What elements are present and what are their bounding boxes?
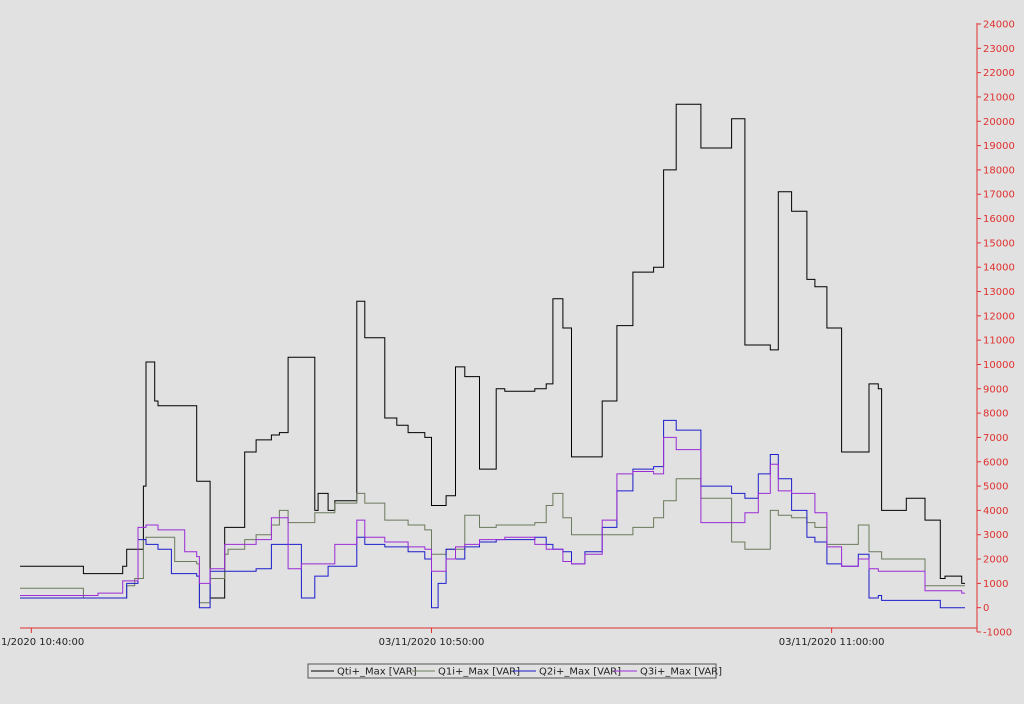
- legend-label: Q1i+_Max [VAR]: [438, 667, 520, 678]
- y-tick-label: 1000: [983, 579, 1008, 590]
- y-ticks: -1000 0 1000 2000 3000 4000 5000 6000 7000 8000 90…: [977, 20, 1015, 639]
- y-tick-label: 6000: [983, 457, 1008, 468]
- y-tick-label: 19000: [983, 141, 1015, 152]
- y-tick-label: 14000: [983, 263, 1015, 274]
- legend: Qti+_Max [VAR] Q1i+_Max [VAR] Q2i+_Max [VA…: [307, 663, 722, 679]
- y-tick-label: 3000: [983, 530, 1008, 541]
- y-tick-label: 24000: [983, 20, 1015, 31]
- y-tick-label: 12000: [983, 311, 1015, 322]
- y-tick-label: 11000: [983, 336, 1015, 347]
- y-tick-label: 13000: [983, 287, 1015, 298]
- y-tick-label: 10000: [983, 360, 1015, 371]
- series-line-2: [20, 478, 965, 604]
- series-lines: [20, 103, 965, 609]
- legend-label: Q3i+_Max [VAR]: [640, 667, 722, 678]
- y-tick-label: 18000: [983, 165, 1015, 176]
- y-tick-label: 15000: [983, 238, 1015, 249]
- x-ticks: 03/11/2020 10:40:00 03/11/2020 10:50:00 03…: [0, 628, 885, 648]
- y-tick-label: 7000: [983, 433, 1008, 444]
- x-tick-label: 03/11/2020 11:00:00: [779, 637, 885, 648]
- legend-label: Qti+_Max [VAR]: [337, 667, 417, 678]
- y-tick-label: 21000: [983, 92, 1015, 103]
- y-tick-label: 2000: [983, 555, 1008, 566]
- series-line-4: [20, 436, 965, 596]
- series-line-1: [20, 103, 965, 599]
- y-tick-label: 17000: [983, 190, 1015, 201]
- y-tick-label: 9000: [983, 384, 1008, 395]
- y-tick-label: 22000: [983, 68, 1015, 79]
- y-tick-label: 4000: [983, 506, 1008, 517]
- legend-box: [307, 663, 717, 679]
- legend-label: Q2i+_Max [VAR]: [539, 667, 621, 678]
- y-tick-label: 8000: [983, 409, 1008, 420]
- y-tick-label: -1000: [983, 628, 1012, 639]
- y-tick-label: 5000: [983, 482, 1008, 493]
- y-tick-label: 0: [983, 603, 989, 614]
- y-tick-label: 20000: [983, 117, 1015, 128]
- y-tick-label: 16000: [983, 214, 1015, 225]
- series-line-3: [20, 419, 965, 609]
- y-tick-label: 23000: [983, 44, 1015, 55]
- x-tick-label: 03/11/2020 10:40:00: [0, 637, 84, 648]
- x-tick-label: 03/11/2020 10:50:00: [379, 637, 485, 648]
